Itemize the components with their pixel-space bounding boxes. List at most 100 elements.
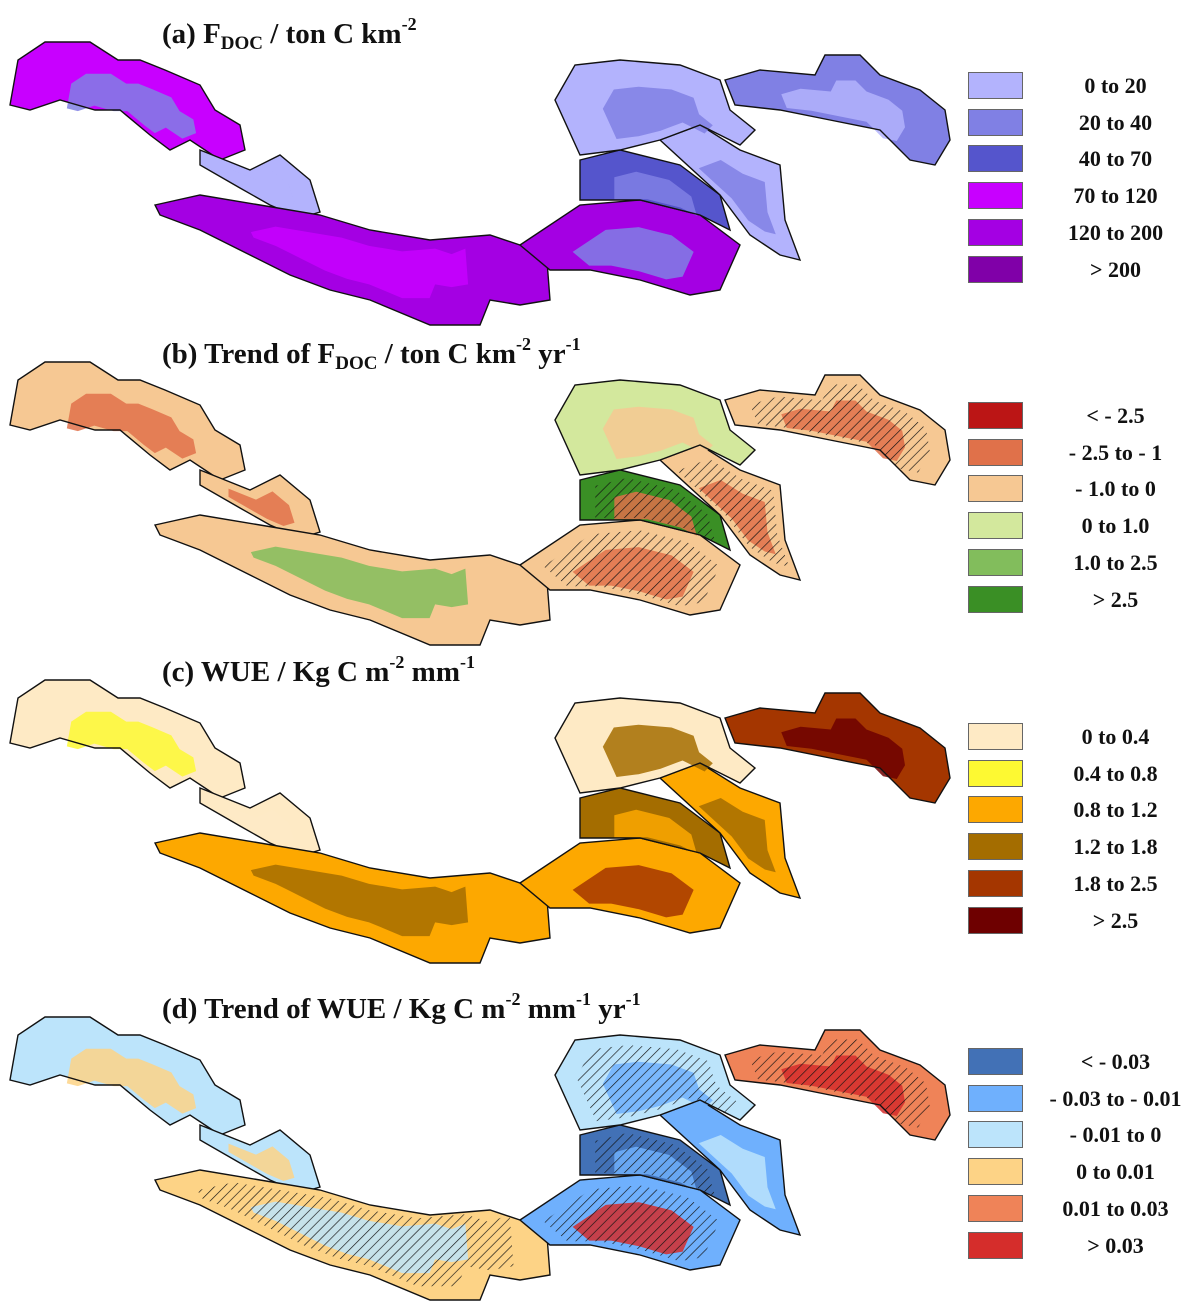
legend-swatch bbox=[968, 255, 1023, 283]
basin-indus bbox=[9, 41, 246, 161]
legend-item: - 2.5 to - 1 bbox=[968, 438, 1201, 467]
legend-swatch bbox=[968, 759, 1023, 787]
title-part: DOC bbox=[335, 353, 378, 374]
legend-item: > 200 bbox=[968, 255, 1201, 284]
legend-label: 70 to 120 bbox=[1073, 183, 1158, 209]
significance-hatching bbox=[595, 477, 716, 542]
basin-brahmaputra bbox=[518, 1174, 741, 1271]
basin-patch bbox=[228, 806, 295, 845]
basin-outline bbox=[724, 54, 951, 166]
basin-outline bbox=[658, 1099, 802, 1237]
legend-item: > 0.03 bbox=[968, 1231, 1201, 1260]
basin-patch bbox=[614, 171, 697, 216]
basin-middle bbox=[579, 787, 732, 870]
legend-item: 120 to 200 bbox=[968, 218, 1201, 247]
basin-map bbox=[9, 679, 951, 964]
legend-label: 0 to 0.4 bbox=[1081, 724, 1150, 749]
basin-patch bbox=[66, 393, 197, 459]
title-part: mm bbox=[520, 993, 577, 1025]
panel-title: (c) WUE / Kg C m-2 mm-1 bbox=[162, 652, 475, 689]
basin-patch bbox=[250, 226, 469, 299]
legend-swatch bbox=[968, 723, 1023, 750]
legend-item: 0 to 20 bbox=[968, 72, 1201, 100]
basin-outline bbox=[724, 1029, 951, 1141]
basin-indus bbox=[9, 1016, 246, 1136]
basin-yangtze bbox=[658, 762, 802, 900]
title-part: -2 bbox=[516, 334, 532, 354]
basin-outline bbox=[579, 469, 732, 552]
legend-swatch bbox=[968, 796, 1023, 824]
basin-indus bbox=[9, 361, 246, 481]
basin-outline bbox=[554, 59, 757, 156]
legend-swatch bbox=[968, 869, 1023, 897]
legend-label: 1.0 to 2.5 bbox=[1073, 549, 1158, 575]
basin-outline bbox=[518, 519, 741, 616]
basin-small bbox=[199, 1123, 321, 1194]
legend-swatch bbox=[968, 182, 1023, 210]
basin-outline bbox=[153, 1169, 551, 1301]
basin-map bbox=[9, 41, 951, 326]
basin-outline bbox=[9, 1016, 246, 1136]
significance-hatching bbox=[543, 1185, 720, 1262]
basin-east bbox=[724, 54, 951, 166]
title-part: / ton C km bbox=[377, 338, 517, 370]
legend-label: - 1.0 to 0 bbox=[1075, 476, 1156, 502]
legend-label: 0 to 0.01 bbox=[1076, 1159, 1155, 1185]
basin-outline bbox=[518, 837, 741, 934]
basin-outline bbox=[153, 832, 551, 964]
title-part: -1 bbox=[565, 334, 581, 354]
legend-item: 0.01 to 0.03 bbox=[968, 1194, 1201, 1223]
legend-swatch bbox=[968, 108, 1023, 136]
basin-east bbox=[724, 692, 951, 804]
legend-item: - 0.03 to - 0.01 bbox=[968, 1084, 1201, 1113]
legend-item: < - 0.03 bbox=[968, 1048, 1201, 1076]
significance-hatching bbox=[750, 384, 930, 473]
basin-outline bbox=[579, 149, 732, 232]
legend-label: < - 0.03 bbox=[1080, 1049, 1151, 1074]
legend-swatch bbox=[968, 1194, 1023, 1222]
basin-outline bbox=[9, 41, 246, 161]
legend-item: 40 to 70 bbox=[968, 145, 1201, 173]
legend-item: 0 to 1.0 bbox=[968, 512, 1201, 540]
legend-label: 0.01 to 0.03 bbox=[1062, 1195, 1169, 1221]
legend-swatch bbox=[968, 906, 1023, 934]
basin-yangtze bbox=[658, 124, 802, 262]
basin-patch bbox=[781, 80, 905, 141]
legend-label: > 2.5 bbox=[1092, 907, 1139, 933]
basin-east bbox=[724, 1029, 951, 1141]
title-part: -2 bbox=[401, 14, 417, 34]
basin-patch bbox=[602, 724, 713, 777]
title-part: (d) Trend of WUE / Kg C m bbox=[162, 993, 506, 1025]
legend-item: 1.0 to 2.5 bbox=[968, 548, 1201, 577]
legend-label: > 200 bbox=[1089, 256, 1142, 282]
title-part: yr bbox=[591, 993, 626, 1025]
basin-patch bbox=[250, 546, 469, 619]
legend-label: 0.4 to 0.8 bbox=[1073, 760, 1158, 786]
basin-patch bbox=[572, 865, 694, 918]
title-part: (c) WUE / Kg C m bbox=[162, 656, 390, 688]
basin-patch bbox=[228, 488, 295, 527]
map-panel-b: (b) Trend of FDOC / ton C km-2 yr-1 < - 2… bbox=[0, 320, 1201, 655]
basin-yangtze bbox=[658, 444, 802, 582]
legend-label: > 2.5 bbox=[1092, 586, 1139, 612]
legend-swatch bbox=[968, 1084, 1023, 1112]
legend-swatch bbox=[968, 833, 1023, 861]
basin-yellow bbox=[554, 697, 757, 794]
basin-outline bbox=[9, 679, 246, 799]
basin-patch bbox=[66, 73, 197, 139]
legend-label: 120 to 200 bbox=[1067, 219, 1164, 245]
legend-item: 1.2 to 1.8 bbox=[968, 833, 1201, 861]
basin-yellow bbox=[554, 1034, 757, 1131]
legend-item: 70 to 120 bbox=[968, 182, 1201, 210]
basin-outline bbox=[724, 692, 951, 804]
title-part: (a) F bbox=[162, 18, 221, 50]
legend-item: 0 to 0.4 bbox=[968, 723, 1201, 751]
basin-outline bbox=[658, 444, 802, 582]
basin-middle bbox=[579, 1124, 732, 1207]
basin-east bbox=[724, 374, 951, 486]
panel-title: (a) FDOC / ton C km-2 bbox=[162, 14, 417, 55]
title-part: (b) Trend of F bbox=[162, 338, 336, 370]
title-part: / ton C km bbox=[263, 18, 402, 50]
basin-ganges bbox=[153, 514, 551, 646]
basin-middle bbox=[579, 149, 732, 232]
